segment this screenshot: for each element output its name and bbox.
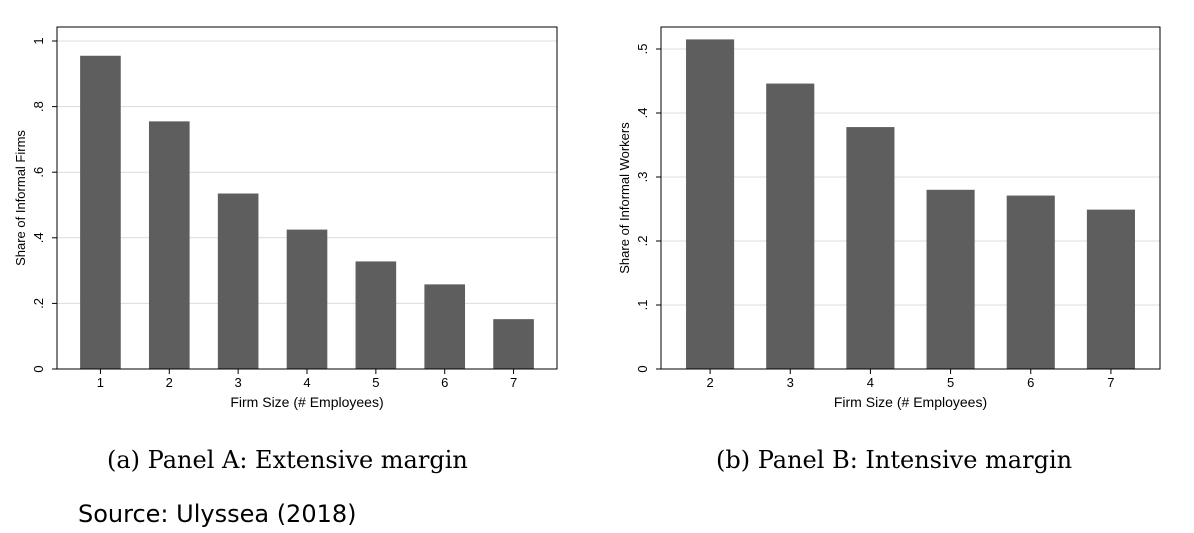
chart-panel-b: 0 .1 .2 .3 .4 .5 2 3 4 5 6 7 Firm Size (# Employees)… [597,0,1194,430]
y-tick-label: .1 [635,300,650,311]
bar [926,189,975,369]
y-tick-label: .8 [31,101,46,112]
x-tick-label: 5 [372,375,379,390]
y-axis-title: Share of Informal Workers [617,122,632,274]
bar [1086,209,1135,369]
x-axis-title: Firm Size (# Employees) [230,394,383,410]
bar [846,127,895,369]
y-tick-label: .3 [635,172,650,183]
x-tick-label: 7 [510,375,517,390]
y-tick-label: .6 [31,167,46,178]
x-tick-label: 1 [97,375,104,390]
y-tick-label: 1 [31,37,46,44]
caption-panel-a: (a) Panel A: Extensive margin [107,446,468,474]
x-tick-label: 6 [1027,375,1034,390]
bar [493,319,534,369]
bar [686,39,735,370]
x-tick-label: 4 [867,375,874,390]
x-tick-label: 2 [166,375,173,390]
bar [1006,195,1055,369]
y-tick-label: .2 [31,298,46,309]
x-tick-label: 3 [235,375,242,390]
bar [355,261,397,369]
bar [217,193,259,369]
y-tick-label: 0 [635,365,650,372]
x-axis-title: Firm Size (# Employees) [834,394,987,410]
chart-panel-a: 0 .2 .4 .6 .8 1 1 2 3 4 5 6 7 Firm Size (# Employees)… [0,0,597,430]
y-tick-label: 0 [31,365,46,372]
bar [286,229,328,369]
y-tick-label: .5 [635,44,650,55]
x-tick-label: 5 [947,375,954,390]
x-tick-label: 7 [1107,375,1114,390]
bar [148,121,190,369]
x-tick-label: 2 [706,375,713,390]
bar [424,284,466,369]
plot-frame [660,26,1161,370]
source-note: Source: Ulyssea (2018) [78,500,357,528]
caption-panel-b: (b) Panel B: Intensive margin [716,446,1073,474]
y-tick-label: .4 [635,108,650,119]
x-tick-label: 4 [303,375,310,390]
y-axis-title: Share of Informal Firms [13,130,28,266]
y-tick-label: .2 [635,236,650,247]
bar [80,55,121,369]
x-tick-label: 3 [787,375,794,390]
y-tick-label: .4 [31,232,46,243]
bar [766,83,815,369]
x-tick-label: 6 [441,375,448,390]
